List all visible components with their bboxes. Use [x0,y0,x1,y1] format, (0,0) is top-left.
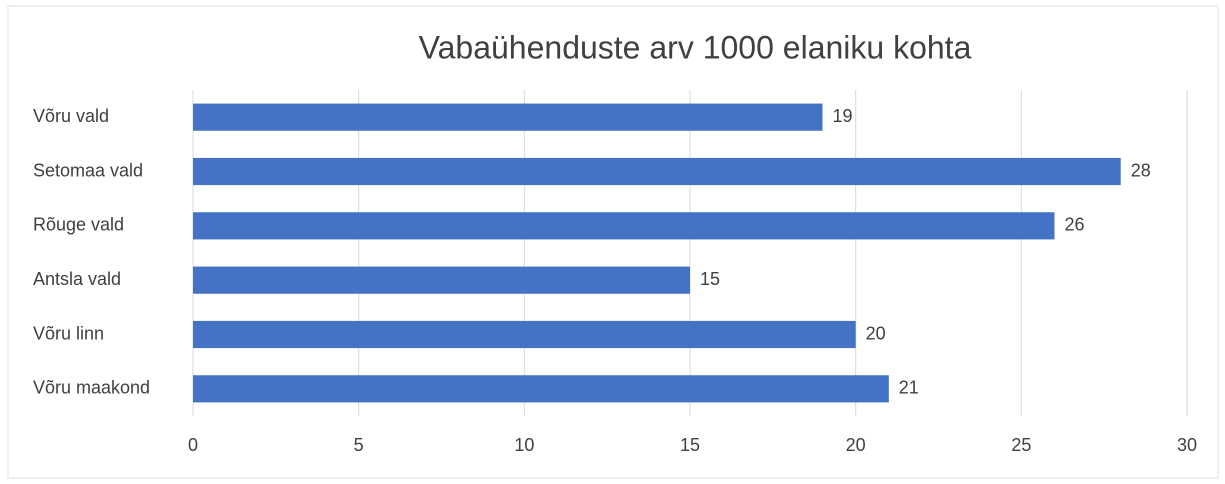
bar [193,375,889,403]
x-tick-label: 20 [846,435,866,455]
bar [193,157,1121,186]
data-label: 15 [700,269,720,289]
x-tick-label: 15 [680,435,700,455]
y-tick-label: Antsla vald [33,269,121,289]
data-label: 20 [866,323,886,343]
y-tick-label: Võru maakond [33,378,150,398]
x-tick-label: 30 [1177,435,1197,455]
x-tick-label: 10 [514,435,534,455]
y-tick-label: Rõuge vald [33,215,124,235]
x-tick-label: 5 [354,435,364,455]
x-tick-label: 25 [1011,435,1031,455]
bar [193,103,823,131]
data-label: 21 [899,378,919,398]
data-label: 26 [1064,215,1084,235]
chart-title: Vabaühenduste arv 1000 elaniku kohta [419,29,972,65]
y-tick-label: Võru vald [33,106,109,126]
bar [193,320,856,349]
bar [193,212,1055,240]
chart-frame [7,5,1219,479]
y-tick-label: Setomaa vald [33,160,143,180]
data-label: 28 [1131,160,1151,180]
bar [193,266,690,294]
x-tick-label: 0 [188,435,198,455]
y-tick-label: Võru linn [33,323,104,343]
data-label: 19 [833,106,853,126]
